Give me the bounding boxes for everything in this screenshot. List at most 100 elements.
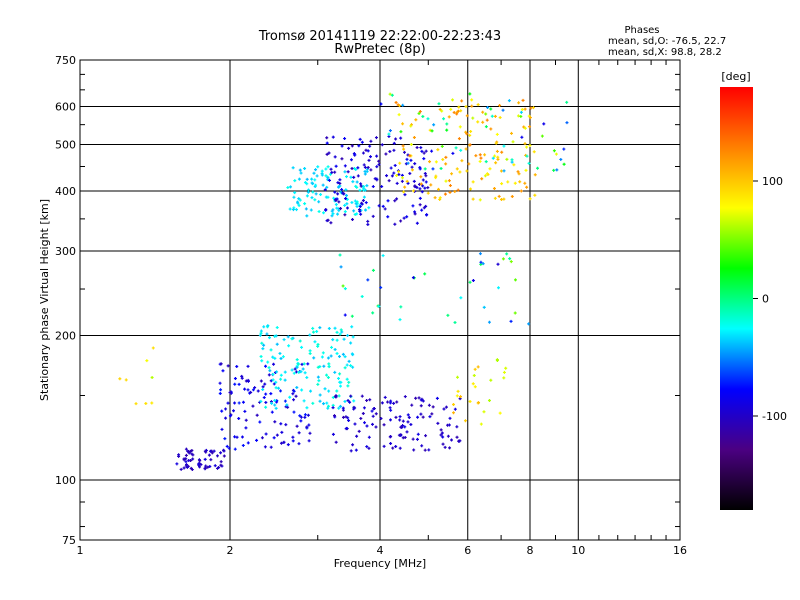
data-point bbox=[217, 466, 221, 470]
data-point bbox=[233, 376, 237, 380]
data-point bbox=[417, 112, 421, 116]
data-point bbox=[366, 219, 370, 223]
data-point bbox=[498, 116, 502, 120]
data-point bbox=[415, 437, 419, 441]
data-point bbox=[498, 411, 502, 415]
data-point bbox=[326, 376, 330, 380]
data-point bbox=[318, 326, 322, 330]
data-point bbox=[415, 221, 419, 225]
data-point bbox=[184, 453, 188, 457]
data-point bbox=[426, 191, 430, 195]
data-point bbox=[389, 435, 393, 439]
data-point bbox=[442, 117, 446, 121]
data-point bbox=[311, 182, 315, 186]
data-point bbox=[339, 265, 343, 269]
data-point bbox=[333, 326, 337, 330]
data-point bbox=[371, 268, 375, 272]
data-point bbox=[531, 106, 535, 110]
data-point bbox=[513, 311, 517, 315]
data-point bbox=[494, 141, 498, 145]
data-point bbox=[347, 419, 351, 423]
data-point bbox=[223, 437, 227, 441]
data-point bbox=[226, 364, 230, 368]
data-point bbox=[267, 366, 271, 370]
data-point bbox=[298, 414, 302, 418]
data-point bbox=[495, 358, 499, 362]
data-point bbox=[355, 434, 359, 438]
data-point bbox=[384, 152, 388, 156]
data-point bbox=[367, 206, 371, 210]
data-point bbox=[413, 162, 417, 166]
data-point bbox=[291, 392, 295, 396]
data-point bbox=[350, 166, 354, 170]
data-point bbox=[324, 208, 328, 212]
data-point bbox=[469, 187, 473, 191]
data-point bbox=[455, 425, 459, 429]
data-point bbox=[255, 413, 259, 417]
data-point bbox=[440, 109, 444, 113]
data-point bbox=[366, 165, 370, 169]
data-point bbox=[452, 110, 456, 114]
data-point bbox=[414, 396, 418, 400]
data-point bbox=[295, 365, 299, 369]
data-point bbox=[392, 171, 396, 175]
data-point bbox=[485, 118, 489, 122]
data-point bbox=[326, 165, 330, 169]
data-point bbox=[414, 118, 418, 122]
data-point bbox=[342, 337, 346, 341]
data-point bbox=[335, 389, 339, 393]
data-point bbox=[409, 142, 413, 146]
data-point bbox=[318, 399, 322, 403]
data-point bbox=[350, 314, 354, 318]
data-point bbox=[408, 154, 412, 158]
data-point bbox=[272, 382, 276, 386]
data-point bbox=[316, 382, 320, 386]
data-point bbox=[311, 330, 315, 334]
data-point bbox=[275, 370, 279, 374]
plot-area: 1 2 4 6 8 10 16 75 100 200 300 400 500 600 750 bbox=[55, 54, 687, 557]
data-point bbox=[423, 448, 427, 452]
data-point bbox=[403, 435, 407, 439]
data-point bbox=[334, 164, 338, 168]
data-point bbox=[438, 196, 442, 200]
data-point bbox=[469, 129, 473, 133]
data-point bbox=[321, 351, 325, 355]
data-point bbox=[215, 454, 219, 458]
data-point bbox=[362, 163, 366, 167]
data-point bbox=[540, 134, 544, 138]
data-point bbox=[300, 345, 304, 349]
data-point bbox=[290, 337, 294, 341]
data-point bbox=[335, 330, 339, 334]
data-point bbox=[343, 366, 347, 370]
data-point bbox=[316, 365, 320, 369]
data-point bbox=[274, 334, 278, 338]
data-point bbox=[305, 177, 309, 181]
data-point bbox=[362, 195, 366, 199]
data-point bbox=[330, 345, 334, 349]
data-point bbox=[476, 103, 480, 107]
data-point bbox=[261, 347, 265, 351]
data-point bbox=[418, 110, 422, 114]
data-point bbox=[273, 356, 277, 360]
data-point bbox=[409, 124, 413, 128]
data-point bbox=[510, 194, 514, 198]
data-point bbox=[418, 165, 422, 169]
data-point bbox=[308, 349, 312, 353]
data-point bbox=[338, 178, 342, 182]
data-point bbox=[293, 179, 297, 183]
data-point bbox=[421, 415, 425, 419]
data-point bbox=[259, 331, 263, 335]
data-point bbox=[420, 149, 424, 153]
data-point bbox=[273, 398, 277, 402]
data-point bbox=[422, 206, 426, 210]
data-point bbox=[459, 109, 463, 113]
data-point bbox=[190, 448, 194, 452]
data-point bbox=[411, 276, 415, 280]
data-point bbox=[482, 410, 486, 414]
data-point bbox=[286, 186, 290, 190]
data-point bbox=[463, 419, 467, 423]
data-point bbox=[524, 168, 528, 172]
data-point bbox=[286, 443, 290, 447]
data-point bbox=[478, 159, 482, 163]
data-point bbox=[241, 400, 245, 404]
